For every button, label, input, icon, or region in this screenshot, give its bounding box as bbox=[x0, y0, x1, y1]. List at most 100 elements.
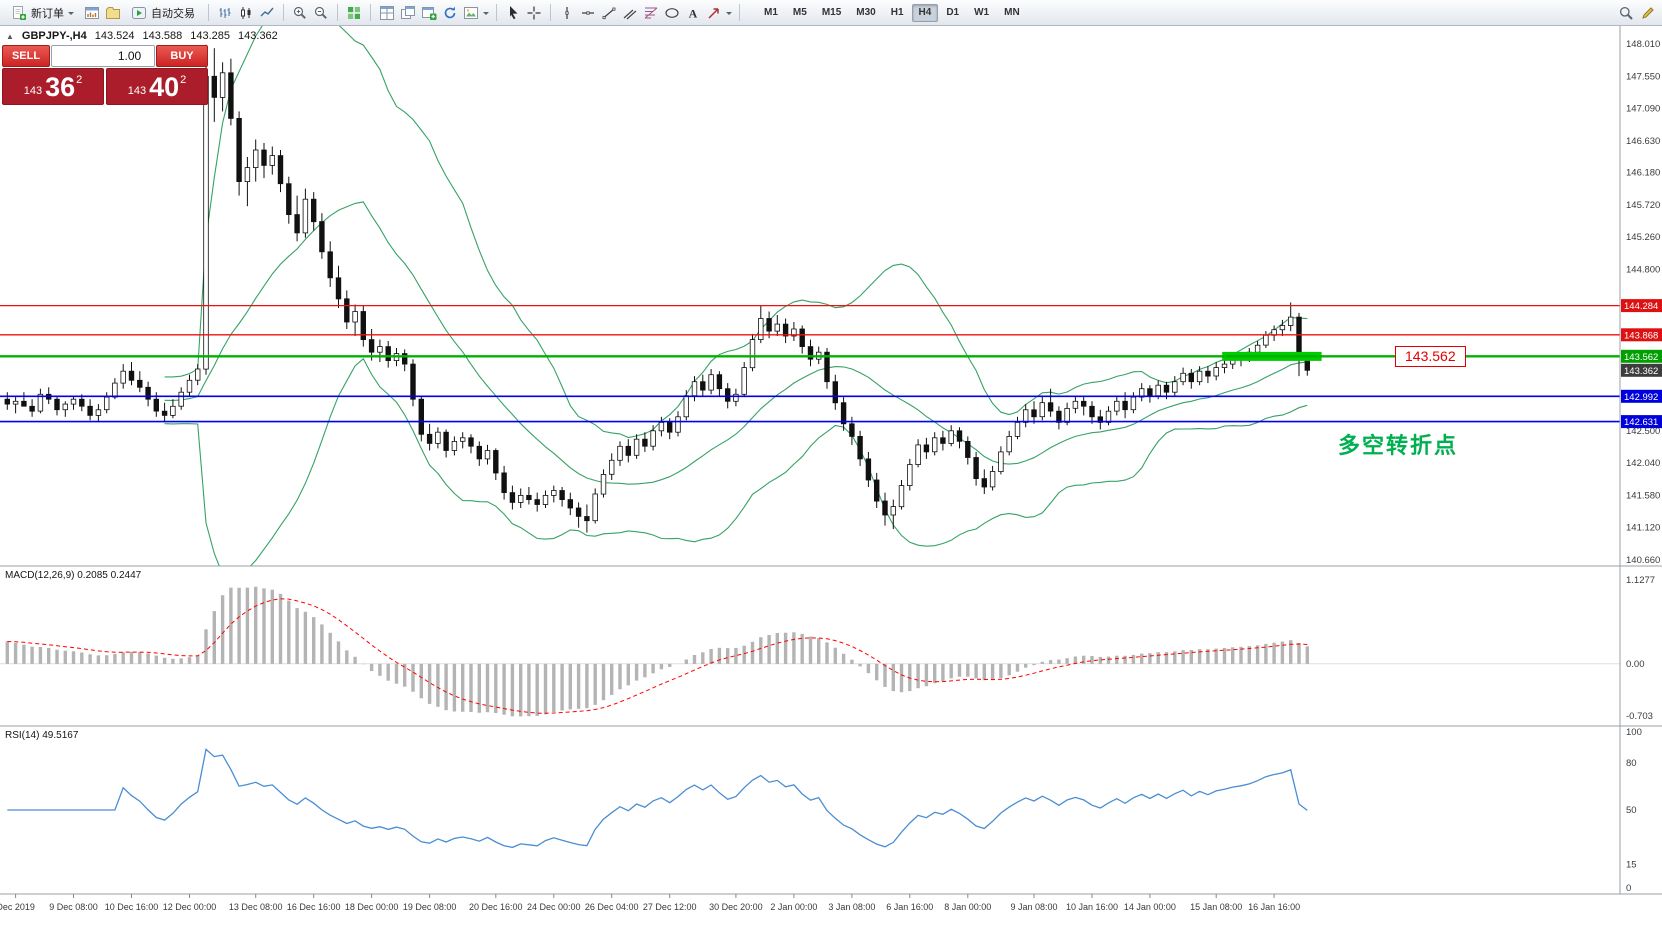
bar-chart-icon[interactable] bbox=[216, 3, 234, 23]
cascade-windows-icon[interactable] bbox=[399, 3, 417, 23]
svg-text:145.260: 145.260 bbox=[1626, 232, 1660, 243]
main-chart-layer bbox=[4, 26, 1322, 566]
timeframe-m5[interactable]: M5 bbox=[792, 6, 807, 18]
horizontal-line-tool-icon[interactable] bbox=[579, 3, 597, 23]
timeframe-w1[interactable]: W1 bbox=[974, 6, 990, 18]
svg-text:0: 0 bbox=[1626, 883, 1631, 894]
chevron-down-icon[interactable] bbox=[726, 11, 732, 18]
svg-text:144.800: 144.800 bbox=[1626, 264, 1660, 275]
svg-text:-0.703: -0.703 bbox=[1626, 711, 1653, 722]
svg-text:147.090: 147.090 bbox=[1626, 104, 1660, 115]
crosshair-icon[interactable] bbox=[525, 3, 543, 23]
svg-text:0.00: 0.00 bbox=[1626, 659, 1645, 670]
svg-text:80: 80 bbox=[1626, 758, 1637, 769]
line-chart-icon[interactable] bbox=[258, 3, 276, 23]
chart-window-icon[interactable] bbox=[83, 3, 101, 23]
svg-text:3 Jan 08:00: 3 Jan 08:00 bbox=[828, 902, 875, 912]
time-axis[interactable]: Dec 2019 9 Dec 08:00 10 Dec 16:00 12 Dec 00… bbox=[0, 894, 1300, 912]
chart-shot-icon[interactable] bbox=[462, 3, 480, 23]
tile-windows-icon[interactable] bbox=[378, 3, 396, 23]
price-chart[interactable]: 148.010 147.550 147.090 146.630 146.180 145.7… bbox=[0, 26, 1662, 952]
rsi-label: RSI(14) 49.5167 bbox=[5, 730, 79, 741]
sell-button[interactable]: SELL bbox=[2, 45, 50, 67]
ohlc-close: 143.362 bbox=[238, 30, 278, 42]
svg-text:1.1277: 1.1277 bbox=[1626, 575, 1655, 586]
svg-text:14 Jan 00:00: 14 Jan 00:00 bbox=[1124, 902, 1176, 912]
timeframe-h4[interactable]: H4 bbox=[911, 3, 939, 22]
timeframe-d1[interactable]: D1 bbox=[946, 6, 960, 18]
svg-text:27 Dec 12:00: 27 Dec 12:00 bbox=[643, 902, 697, 912]
price-axis[interactable]: 148.010 147.550 147.090 146.630 146.180 145.7… bbox=[1621, 39, 1662, 894]
timeframe-m1[interactable]: M1 bbox=[764, 6, 778, 18]
svg-text:141.120: 141.120 bbox=[1626, 523, 1660, 534]
refresh-icon[interactable] bbox=[441, 3, 459, 23]
new-chart-icon[interactable] bbox=[420, 3, 438, 23]
new-order-icon bbox=[11, 5, 27, 21]
svg-text:146.180: 146.180 bbox=[1626, 168, 1660, 179]
svg-text:16 Dec 16:00: 16 Dec 16:00 bbox=[287, 902, 341, 912]
chevron-down-icon[interactable] bbox=[483, 11, 489, 18]
buy-button[interactable]: BUY bbox=[156, 45, 208, 67]
svg-text:9 Dec 08:00: 9 Dec 08:00 bbox=[49, 902, 98, 912]
svg-text:143.362: 143.362 bbox=[1624, 366, 1658, 377]
svg-text:A: A bbox=[689, 6, 698, 20]
svg-text:142.992: 142.992 bbox=[1624, 392, 1658, 403]
svg-text:50: 50 bbox=[1626, 805, 1637, 816]
svg-text:10 Dec 16:00: 10 Dec 16:00 bbox=[105, 902, 159, 912]
one-click-toggle-icon[interactable]: ▲ bbox=[6, 31, 14, 41]
zoom-out-icon[interactable] bbox=[312, 3, 330, 23]
toolbar-separator bbox=[208, 4, 209, 21]
profiles-icon[interactable] bbox=[104, 3, 122, 23]
new-order-button[interactable]: 新订单 bbox=[5, 2, 80, 23]
buy-price-display[interactable]: 143 40 2 bbox=[106, 68, 208, 105]
symbol-name: GBPJPY-,H4 bbox=[21, 30, 87, 42]
autotrading-icon bbox=[131, 5, 147, 21]
symbol-info: ▲ GBPJPY-,H4 143.524 143.588 143.285 143… bbox=[6, 30, 278, 42]
toolbar-separator bbox=[496, 4, 497, 21]
autotrading-label: 自动交易 bbox=[151, 7, 195, 20]
svg-text:6 Jan 16:00: 6 Jan 16:00 bbox=[886, 902, 933, 912]
svg-text:19 Dec 08:00: 19 Dec 08:00 bbox=[403, 902, 457, 912]
shapes-tool-icon[interactable] bbox=[663, 3, 681, 23]
svg-text:20 Dec 16:00: 20 Dec 16:00 bbox=[469, 902, 523, 912]
svg-text:8 Jan 00:00: 8 Jan 00:00 bbox=[944, 902, 991, 912]
volume-field bbox=[51, 45, 155, 67]
toolbar-separator bbox=[739, 4, 740, 21]
ohlc-low: 143.285 bbox=[190, 30, 231, 42]
new-order-label: 新订单 bbox=[31, 7, 64, 20]
svg-text:30 Dec 20:00: 30 Dec 20:00 bbox=[709, 902, 763, 912]
buy-price-pips: 40 bbox=[149, 72, 180, 103]
timeframe-m15[interactable]: M15 bbox=[821, 6, 842, 18]
toolbar-right-group bbox=[1617, 3, 1657, 23]
fibonacci-tool-icon[interactable] bbox=[642, 3, 660, 23]
toolbar-separator bbox=[337, 4, 338, 21]
timeframe-m30[interactable]: M30 bbox=[856, 6, 876, 18]
svg-text:100: 100 bbox=[1626, 727, 1642, 738]
volume-input[interactable] bbox=[52, 46, 154, 66]
timeframe-h1[interactable]: H1 bbox=[890, 6, 904, 18]
turning-point-annotation: 多空转折点 bbox=[1338, 433, 1459, 458]
edit-icon[interactable] bbox=[1639, 3, 1657, 23]
text-tool-icon[interactable]: A bbox=[684, 3, 702, 23]
zoom-in-icon[interactable] bbox=[291, 3, 309, 23]
indicators-icon[interactable] bbox=[345, 3, 363, 23]
svg-text:142.040: 142.040 bbox=[1626, 458, 1660, 469]
trendline-tool-icon[interactable] bbox=[600, 3, 618, 23]
equidistant-channel-tool-icon[interactable] bbox=[621, 3, 639, 23]
timeframe-group: M1 M5 M15 M30 H1 H4 D1 W1 MN bbox=[757, 3, 1027, 22]
toolbar-separator bbox=[283, 4, 284, 21]
timeframe-mn[interactable]: MN bbox=[1004, 6, 1020, 18]
candlestick-chart-icon[interactable] bbox=[237, 3, 255, 23]
vertical-line-tool-icon[interactable] bbox=[558, 3, 576, 23]
ohlc-high: 143.588 bbox=[142, 30, 183, 42]
search-icon[interactable] bbox=[1617, 3, 1635, 23]
autotrading-button[interactable]: 自动交易 bbox=[125, 2, 201, 23]
cursor-icon[interactable] bbox=[504, 3, 522, 23]
toolbar-separator bbox=[550, 4, 551, 21]
sell-price-display[interactable]: 143 36 2 bbox=[2, 68, 104, 105]
svg-text:15: 15 bbox=[1626, 860, 1637, 871]
rsi-panel bbox=[7, 748, 1308, 849]
arrows-tool-icon[interactable] bbox=[705, 3, 723, 23]
svg-text:18 Dec 00:00: 18 Dec 00:00 bbox=[345, 902, 399, 912]
price-level-flag[interactable]: 143.562 bbox=[1395, 346, 1466, 367]
